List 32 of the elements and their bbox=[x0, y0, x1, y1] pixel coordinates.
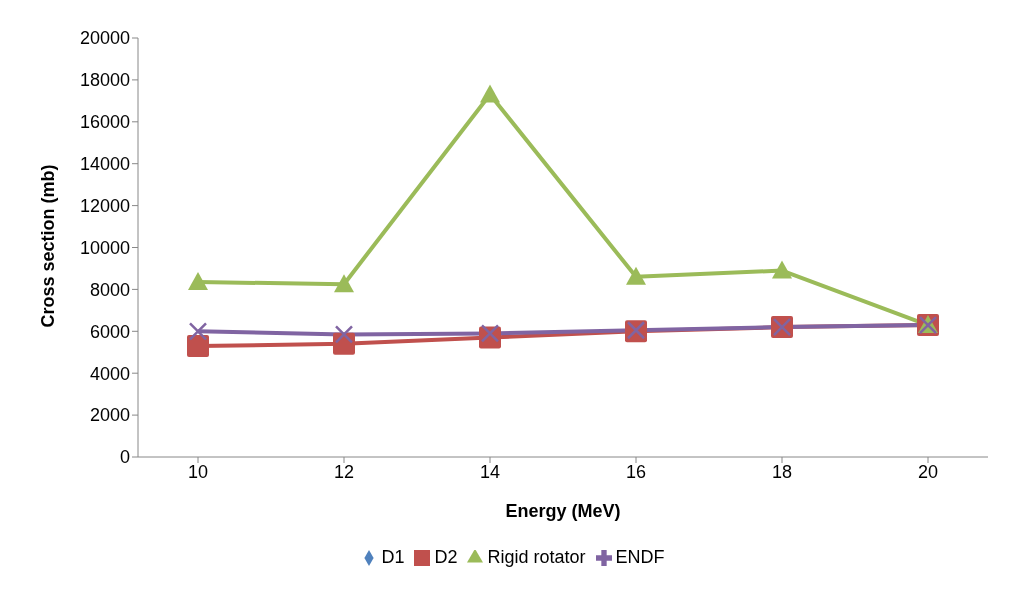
y-tick-label: 0 bbox=[119, 447, 130, 468]
y-tick-label: 6000 bbox=[89, 321, 130, 342]
x-tick-label: 14 bbox=[479, 461, 501, 482]
point bbox=[772, 260, 792, 279]
y-tick-label: 18000 bbox=[79, 70, 130, 91]
x-axis-title: Energy (MeV) bbox=[505, 501, 621, 521]
point bbox=[334, 325, 354, 344]
y-axis-title: Cross section (mb) bbox=[38, 164, 59, 328]
legend-label: D1 bbox=[381, 547, 405, 567]
y-tick-label: 14000 bbox=[79, 154, 130, 175]
legend-label: ENDF bbox=[615, 547, 665, 567]
point bbox=[334, 274, 354, 293]
y-tick-label: 10000 bbox=[79, 237, 130, 258]
x-tick-label: 12 bbox=[333, 461, 355, 482]
point bbox=[626, 266, 646, 285]
y-tick-label: 4000 bbox=[89, 363, 130, 384]
point bbox=[188, 322, 208, 341]
x-tick-label: 10 bbox=[187, 461, 209, 482]
y-tick-label: 20000 bbox=[79, 28, 130, 49]
y-tick-label: 12000 bbox=[79, 195, 130, 216]
legend-label: D2 bbox=[434, 547, 458, 567]
point bbox=[480, 324, 500, 343]
point bbox=[480, 84, 500, 103]
y-tick-label: 2000 bbox=[89, 405, 130, 426]
y-tick-label: 16000 bbox=[79, 112, 130, 133]
x-tick-label: 20 bbox=[917, 461, 939, 482]
y-tick-label: 8000 bbox=[89, 279, 130, 300]
x-tick-label: 16 bbox=[625, 461, 647, 482]
point bbox=[187, 334, 209, 357]
legend-label: Rigid rotator bbox=[487, 547, 586, 567]
x-tick-label: 18 bbox=[771, 461, 793, 482]
point bbox=[188, 272, 208, 291]
